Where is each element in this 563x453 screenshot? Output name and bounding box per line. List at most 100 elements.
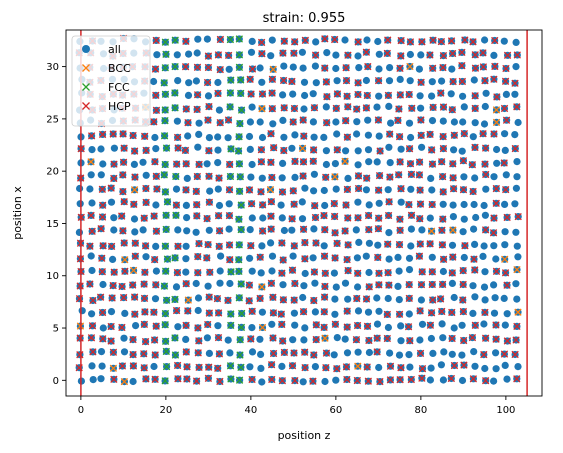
point-hcp [460,129,468,138]
point-hcp [99,201,107,209]
point-hcp [333,146,341,154]
point-all [321,377,329,386]
point-all [321,201,329,210]
point-all [385,229,393,237]
point-hcp [140,320,149,329]
point-hcp [279,49,287,57]
point-hcp [129,335,137,344]
point-all [492,255,500,263]
point-hcp [386,173,394,181]
point-fcc [227,321,235,330]
point-all [332,51,340,59]
point-hcp [500,350,509,358]
point-all [246,363,254,371]
point-hcp [247,335,255,343]
point-all [129,377,137,386]
point-all [215,106,223,114]
data-layer [75,34,522,386]
point-all [172,283,181,291]
point-hcp [365,225,373,234]
point-fcc [226,103,234,111]
point-hcp [151,255,159,264]
point-all [88,146,96,154]
point-all [194,35,202,43]
point-fcc [161,188,170,196]
point-hcp [215,174,223,182]
point-all [256,64,264,72]
point-hcp [267,158,275,166]
point-hcp [204,240,212,249]
point-all [415,65,423,73]
point-hcp [194,324,202,332]
point-all [278,214,286,222]
point-hcp [503,337,512,345]
point-fcc [234,147,243,155]
point-hcp [119,171,127,179]
point-hcp [396,91,404,99]
point-hcp [120,198,128,206]
point-hcp [416,215,424,223]
point-all [396,75,404,83]
point-bcc [331,173,339,181]
point-all [205,349,213,357]
point-fcc [237,280,245,288]
point-hcp [397,364,405,372]
point-all [353,118,361,126]
point-hcp [290,104,299,113]
point-fcc [227,145,235,153]
point-hcp [110,160,118,168]
point-hcp [333,365,341,373]
point-hcp [438,172,447,181]
point-hcp [320,293,329,301]
point-hcp [386,362,395,370]
point-hcp [449,77,457,86]
point-fcc [161,309,170,318]
point-all [110,144,118,152]
point-hcp [450,131,458,139]
point-hcp [130,200,138,208]
point-hcp [426,51,434,59]
point-hcp [140,280,148,288]
point-fcc [171,62,179,71]
point-hcp [511,350,519,359]
point-hcp [344,103,352,111]
point-all [502,171,510,179]
point-all [481,102,489,111]
point-all [386,349,394,357]
point-hcp [448,269,456,277]
point-all [418,226,426,234]
point-all [216,267,224,275]
point-hcp [502,185,510,194]
point-all [481,36,489,44]
point-hcp [344,214,352,222]
point-all [204,282,212,290]
point-all [320,186,328,195]
point-all [248,160,256,169]
point-hcp [173,268,182,277]
point-hcp [257,188,265,196]
point-all [385,255,393,263]
point-all [448,279,456,287]
point-all [320,242,328,250]
point-all [309,254,317,262]
point-all [513,158,521,166]
point-hcp [405,280,413,289]
point-all [174,226,182,234]
point-hcp [459,157,468,165]
point-all [407,242,415,250]
point-hcp [417,116,425,124]
point-all [481,296,489,304]
point-fcc [237,323,246,332]
point-hcp [365,283,373,291]
point-hcp [267,212,275,220]
point-hcp [290,200,298,208]
legend-label: all [108,43,121,56]
point-hcp [365,336,373,345]
point-all [416,92,424,100]
point-fcc [227,310,235,318]
point-all [472,213,480,222]
point-all [268,36,276,44]
point-hcp [86,280,94,288]
point-all [469,133,477,141]
point-fcc [237,201,245,209]
